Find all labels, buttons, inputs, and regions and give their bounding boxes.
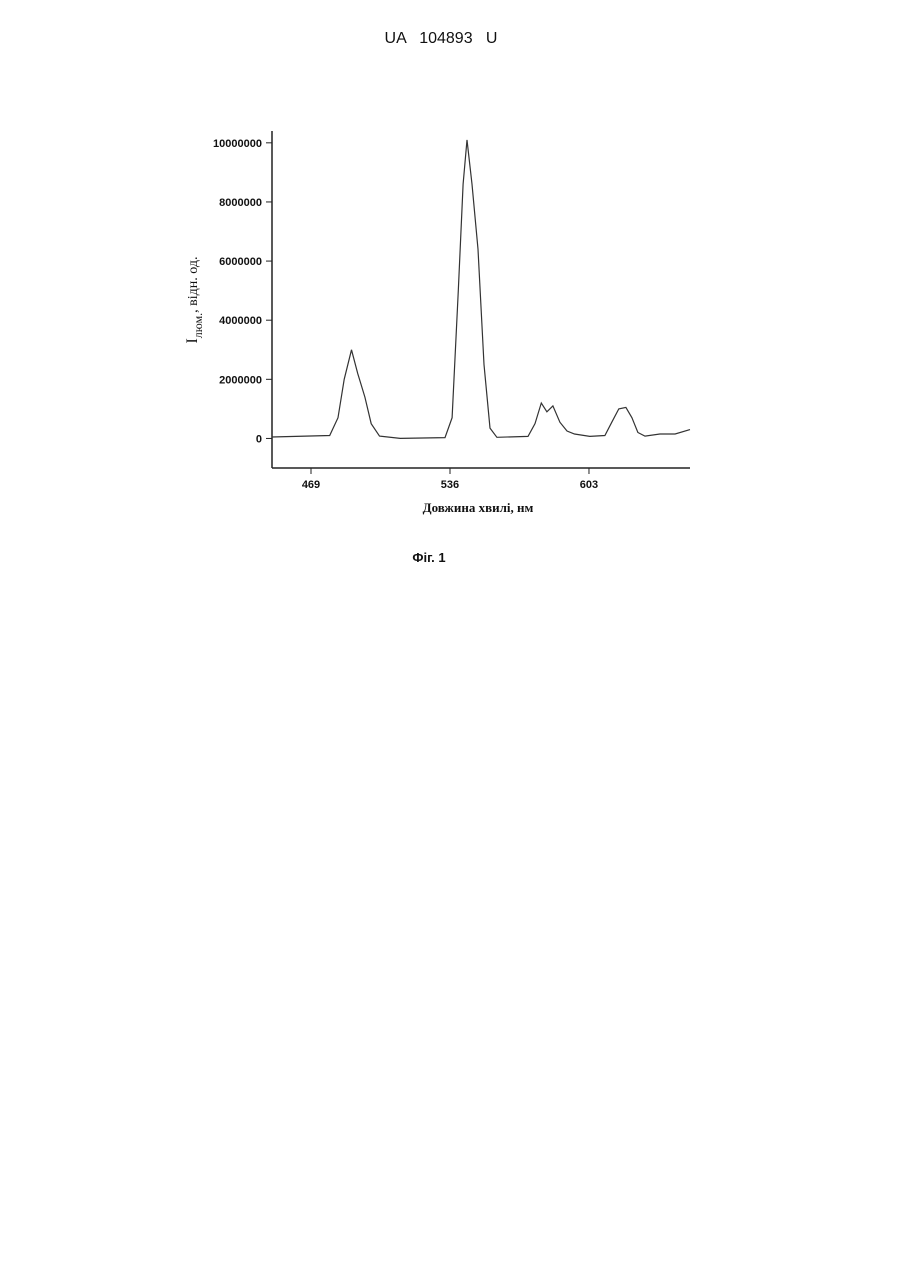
- y-label-rest: , відн. од.: [186, 256, 201, 312]
- header-title: UA 104893 U: [385, 30, 498, 47]
- y-tick-label: 4000000: [219, 315, 262, 327]
- y-tick-label: 8000000: [219, 197, 262, 209]
- y-tick-label: 2000000: [219, 374, 262, 386]
- document: UA 104893 U Фіг. 1 Довжина хвилі, нм Iлю…: [0, 0, 901, 1273]
- y-tick-label: 0: [256, 433, 262, 445]
- page: UA 104893 U Фіг. 1 Довжина хвилі, нм Iлю…: [0, 0, 901, 1278]
- x-axis-label: Довжина хвилі, нм: [423, 500, 534, 515]
- y-axis-label: Iлюм., відн. од.: [184, 256, 205, 343]
- y-tick-label: 10000000: [213, 138, 262, 150]
- spectrum-line: [272, 140, 690, 439]
- x-tick-label: 603: [580, 479, 598, 491]
- y-tick-label: 6000000: [219, 256, 262, 268]
- y-label-sub: люм.: [191, 313, 205, 338]
- caption: Фіг. 1: [412, 550, 445, 565]
- x-tick-label: 469: [302, 479, 320, 491]
- x-tick-label: 536: [441, 479, 459, 491]
